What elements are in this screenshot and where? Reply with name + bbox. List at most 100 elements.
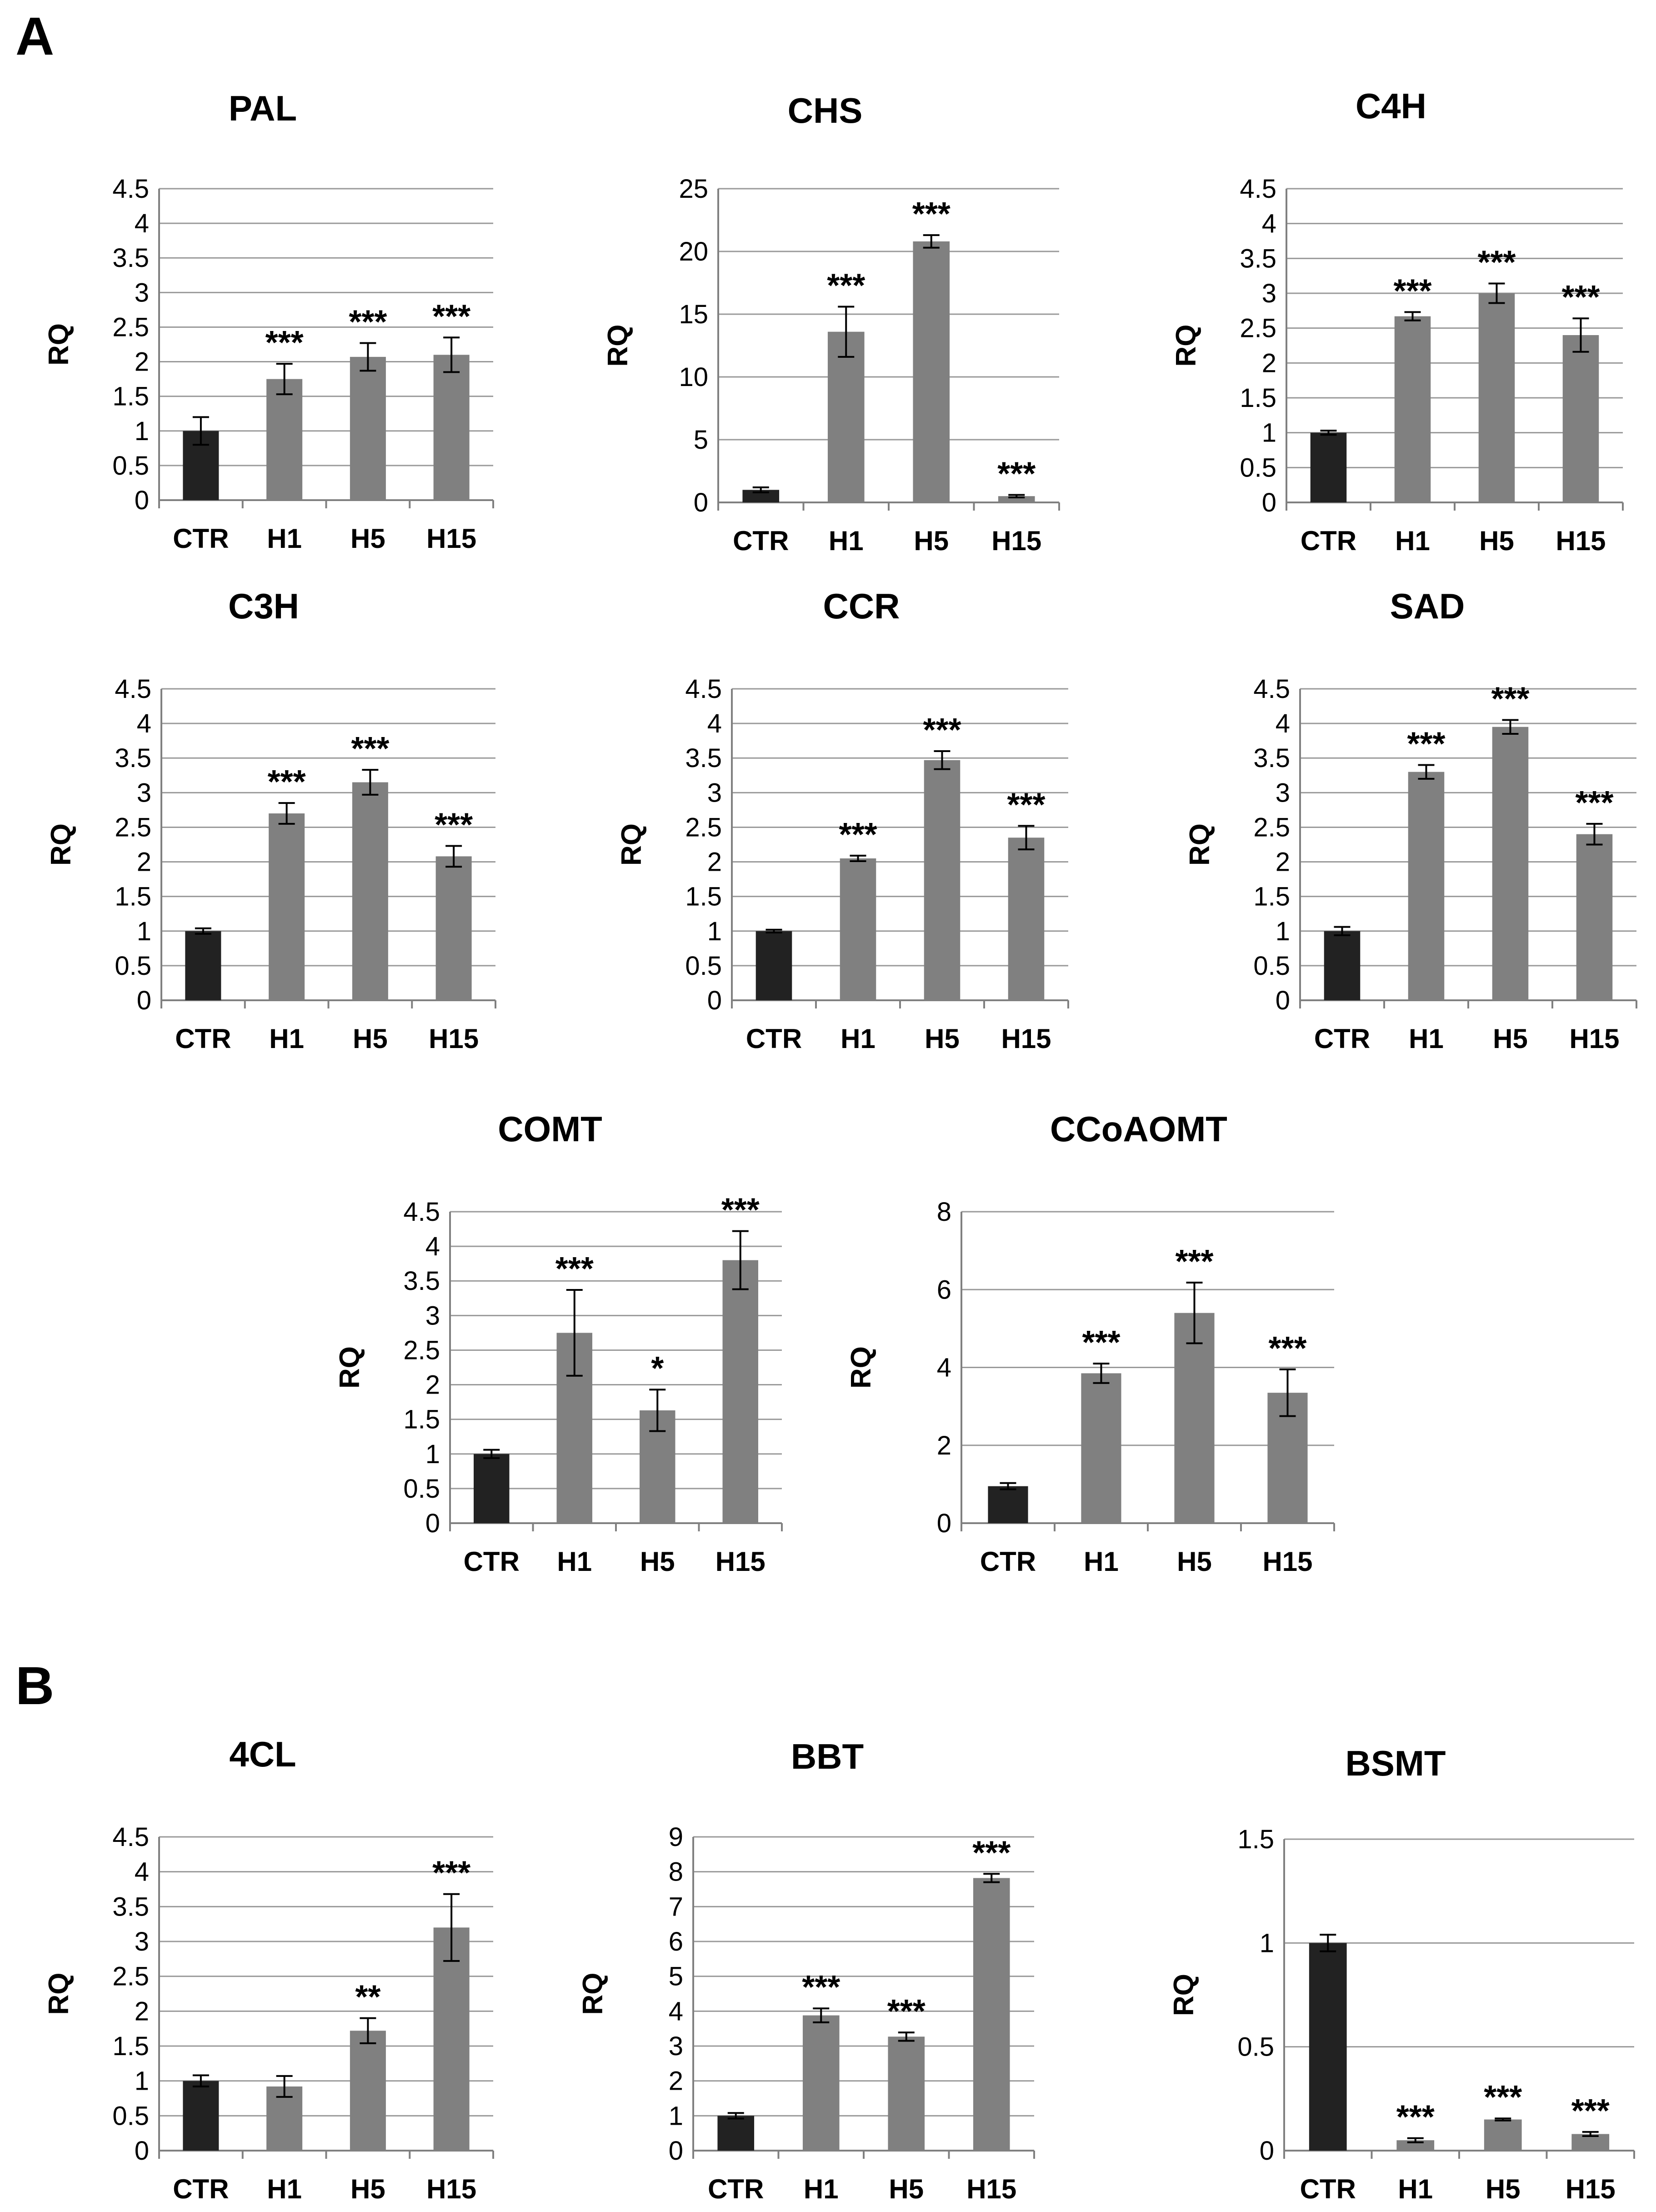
x-tick-label: H15 — [1262, 1546, 1312, 1577]
x-tick-label: H5 — [350, 523, 385, 554]
y-axis-label: RQ — [1184, 823, 1216, 866]
y-tick-label: 3.5 — [685, 743, 722, 773]
significance-marker: *** — [1575, 785, 1613, 821]
x-tick-label: CTR — [173, 523, 229, 554]
y-tick-label: 1 — [135, 416, 149, 446]
y-tick-label: 3 — [135, 1927, 149, 1956]
chart-title: COMT — [498, 1109, 602, 1149]
y-axis-label: RQ — [334, 1346, 365, 1389]
significance-marker: *** — [435, 807, 473, 843]
y-tick-label: 6 — [669, 1927, 683, 1956]
x-tick-label: H1 — [829, 526, 864, 556]
y-tick-label: 3.5 — [403, 1266, 440, 1296]
chart-bsmt: BSMT 0 0.5 1 1.5 RQ CTR *** H1 *** H5 *** H15 — [1168, 1743, 1635, 2204]
y-tick-label: 2.5 — [112, 1962, 149, 1991]
x-tick-label: H5 — [1486, 2174, 1521, 2204]
significance-marker: *** — [1396, 2099, 1435, 2136]
y-tick-label: 1.5 — [115, 882, 151, 912]
chart-title: PAL — [229, 88, 297, 128]
y-axis-label: RQ — [616, 823, 647, 866]
y-tick-label: 0 — [1260, 2136, 1274, 2166]
chart-title: BBT — [791, 1736, 864, 1776]
bar-h5 — [1492, 727, 1529, 1000]
x-tick-label: H5 — [914, 526, 949, 556]
x-tick-label: H1 — [267, 523, 302, 554]
bar-ctr — [474, 1454, 510, 1523]
chart-title: CCR — [823, 586, 900, 626]
x-tick-label: H1 — [1395, 526, 1430, 556]
y-tick-label: 1.5 — [112, 382, 149, 411]
bar-h5 — [913, 241, 950, 502]
significance-marker: *** — [1007, 787, 1045, 823]
bar-h1 — [1081, 1373, 1121, 1523]
y-tick-label: 10 — [679, 362, 708, 392]
y-tick-label: 2.5 — [112, 312, 149, 342]
chart-c4h: C4H 0 0.5 1 1.5 2 2.5 3 3.5 4 4.5 RQ CTR *** H1 *** H5 **… — [1171, 86, 1624, 556]
bar-ctr — [1324, 931, 1361, 1000]
y-tick-label: 1 — [669, 2101, 683, 2131]
charts-container: PAL 0 0.5 1 1.5 2 2.5 3 3.5 4 4.5 RQ CTR *** H1 *** H5 **… — [43, 86, 1637, 2204]
bar-h5 — [1478, 293, 1515, 502]
bar-ctr — [988, 1486, 1028, 1523]
y-tick-label: 5 — [694, 425, 708, 455]
bar-h1 — [1394, 316, 1431, 502]
bar-h15 — [722, 1260, 758, 1523]
y-tick-label: 3.5 — [112, 1892, 149, 1921]
significance-marker: *** — [997, 456, 1036, 492]
x-tick-label: CTR — [175, 1023, 231, 1054]
y-tick-label: 0 — [137, 986, 151, 1015]
significance-marker: *** — [912, 196, 951, 232]
significance-marker: *** — [555, 1251, 594, 1287]
x-tick-label: CTR — [1300, 2174, 1356, 2204]
y-tick-label: 3 — [669, 2031, 683, 2061]
y-tick-label: 2.5 — [115, 813, 151, 842]
y-tick-label: 2 — [135, 347, 149, 377]
significance-marker: *** — [887, 1993, 926, 2030]
bar-ctr — [717, 2116, 755, 2151]
bar-ctr — [1310, 432, 1347, 502]
y-tick-label: 0.5 — [1237, 2032, 1274, 2062]
y-tick-label: 1 — [1260, 1928, 1274, 1958]
y-tick-label: 0 — [1262, 488, 1276, 517]
x-tick-label: CTR — [1301, 526, 1356, 556]
y-tick-label: 4.5 — [115, 674, 151, 704]
x-tick-label: H5 — [925, 1023, 960, 1054]
y-tick-label: 1 — [137, 917, 151, 946]
y-tick-label: 2.5 — [1240, 314, 1276, 343]
y-tick-label: 6 — [937, 1275, 951, 1304]
x-tick-label: H1 — [1084, 1546, 1119, 1577]
chart-title: CHS — [788, 90, 863, 130]
y-tick-label: 3 — [1262, 279, 1276, 308]
y-tick-label: 3.5 — [1240, 244, 1276, 273]
y-tick-label: 2 — [1276, 848, 1290, 877]
y-tick-label: 4 — [937, 1353, 951, 1383]
x-tick-label: H1 — [557, 1546, 592, 1577]
y-tick-label: 2.5 — [685, 813, 722, 842]
significance-marker: *** — [268, 764, 306, 800]
y-tick-label: 2 — [669, 2067, 683, 2096]
y-tick-label: 4.5 — [685, 674, 722, 704]
x-tick-label: H15 — [966, 2174, 1016, 2204]
x-tick-label: H15 — [1556, 526, 1606, 556]
y-tick-label: 0 — [937, 1509, 951, 1538]
significance-marker: *** — [1082, 1324, 1120, 1361]
bar-ctr — [1309, 1943, 1347, 2151]
chart-ccr: CCR 0 0.5 1 1.5 2 2.5 3 3.5 4 4.5 RQ CTR *** H1 *** H5 **… — [616, 586, 1069, 1054]
significance-marker: *** — [1561, 279, 1600, 316]
y-tick-label: 20 — [679, 237, 708, 266]
bar-ctr — [755, 931, 792, 1000]
chart-comt: COMT 0 0.5 1 1.5 2 2.5 3 3.5 4 4.5 RQ CTR *** H1 * H5 ***… — [334, 1109, 783, 1577]
bar-h15 — [1562, 335, 1599, 502]
x-tick-label: H5 — [640, 1546, 675, 1577]
y-tick-label: 2 — [1262, 348, 1276, 378]
x-tick-label: H5 — [350, 2174, 385, 2204]
x-tick-label: CTR — [1314, 1023, 1370, 1054]
y-tick-label: 2 — [135, 1996, 149, 2026]
bar-h1 — [802, 2015, 840, 2151]
y-axis-label: RQ — [602, 325, 634, 367]
x-tick-label: H1 — [804, 2174, 839, 2204]
y-tick-label: 4 — [1276, 709, 1290, 738]
bar-h5 — [352, 782, 388, 1000]
y-tick-label: 0 — [425, 1509, 440, 1538]
chart-title: CCoAOMT — [1050, 1109, 1227, 1149]
